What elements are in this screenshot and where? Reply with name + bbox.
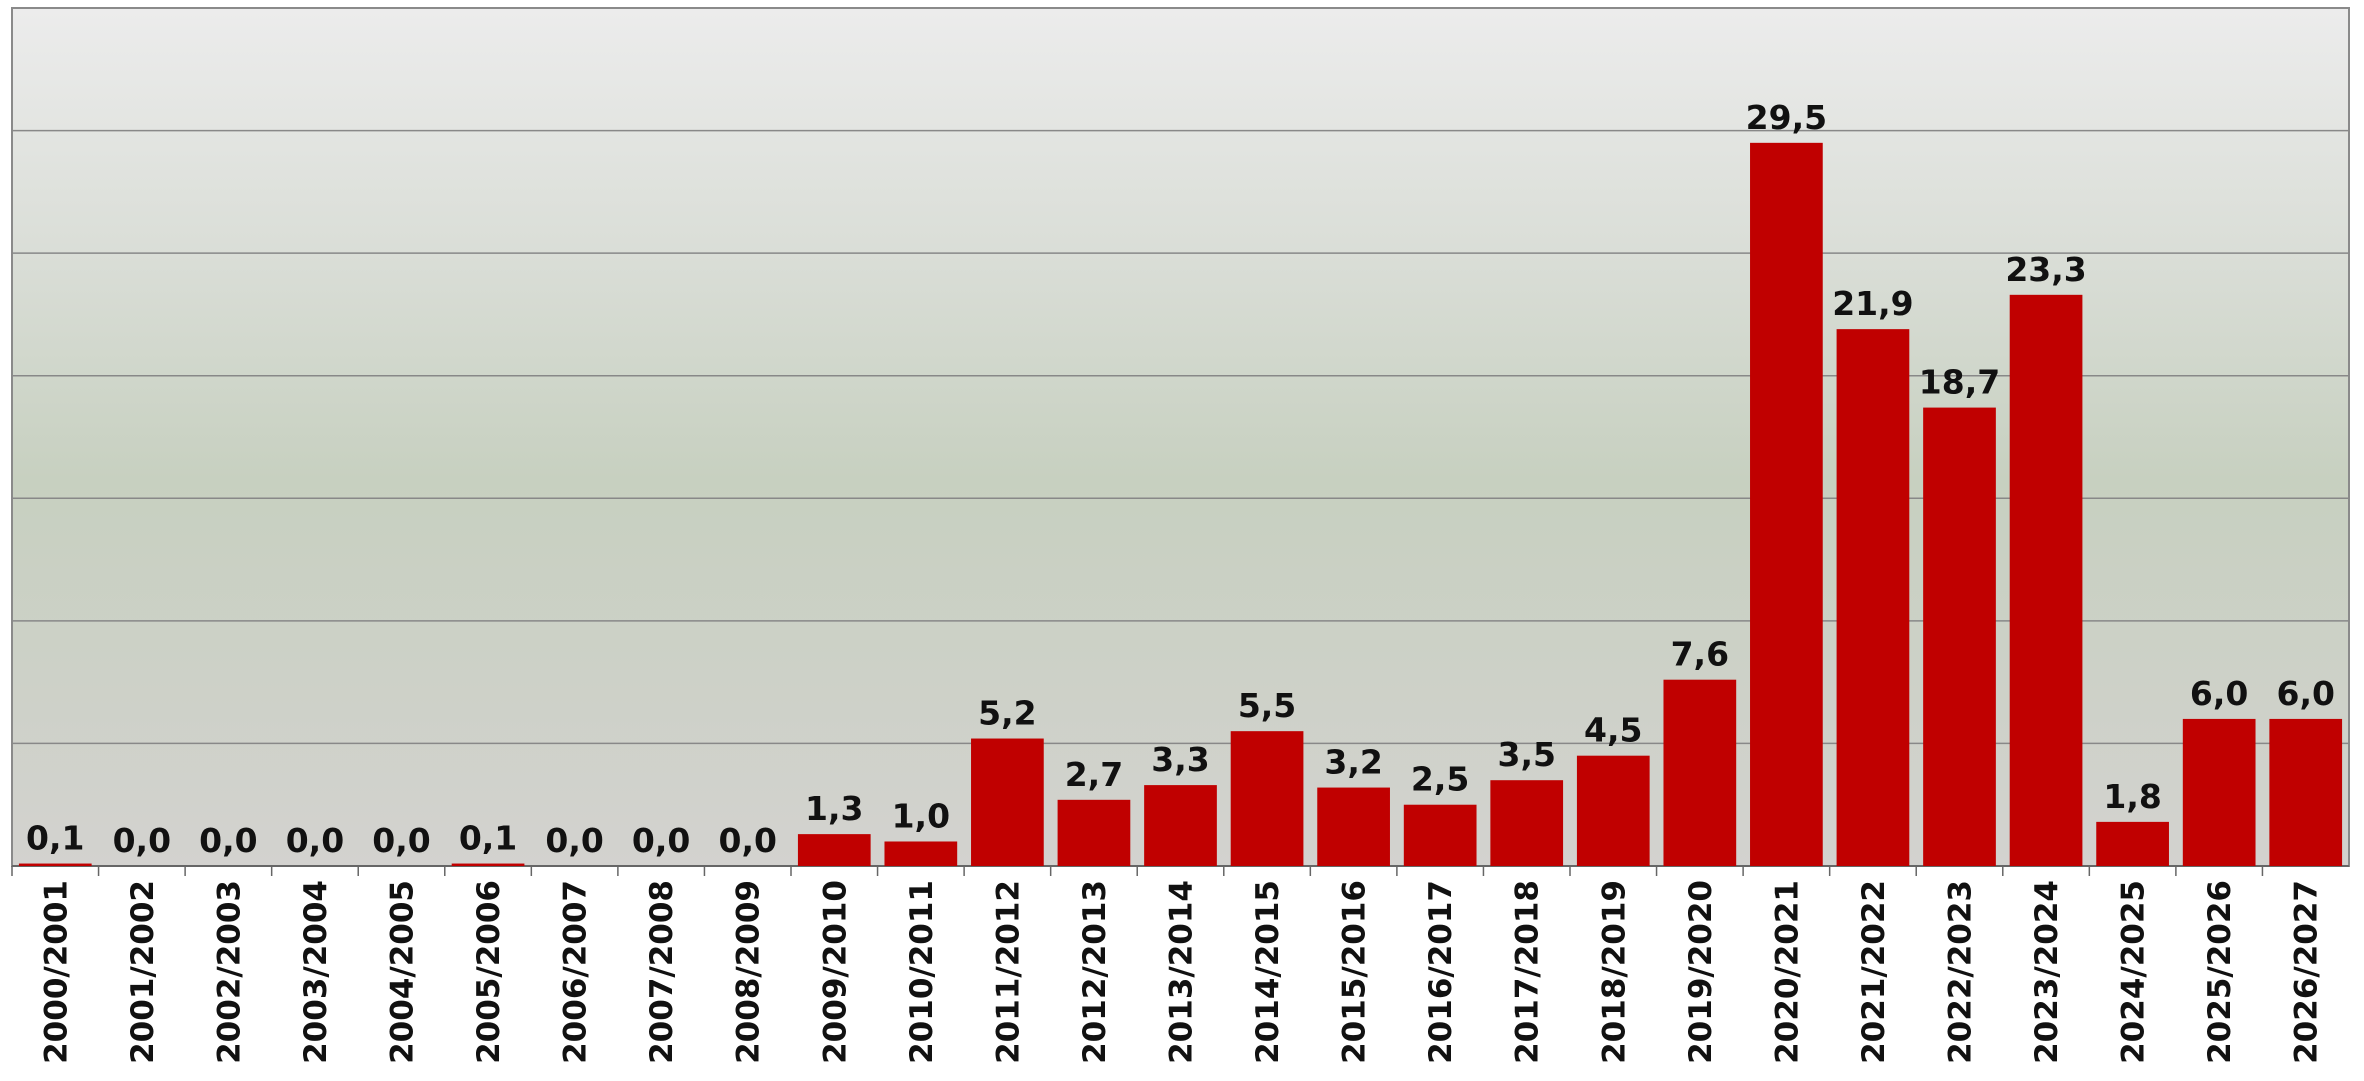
value-label: 23,3 — [2005, 250, 2086, 289]
x-tick-label: 2017/2018 — [1510, 880, 1546, 1064]
x-tick-label: 2016/2017 — [1423, 880, 1459, 1064]
value-label: 0,0 — [199, 821, 257, 860]
value-label: 1,8 — [2103, 777, 2161, 816]
x-tick-label: 2012/2013 — [1077, 880, 1113, 1064]
bar — [1403, 804, 1477, 866]
bar — [2009, 294, 2083, 866]
value-label: 3,3 — [1151, 740, 1209, 779]
x-tick-label: 2014/2015 — [1250, 880, 1286, 1064]
bar — [1490, 780, 1564, 866]
bar — [451, 863, 525, 866]
plot-background — [11, 7, 2350, 867]
value-label: 21,9 — [1832, 284, 1913, 323]
bar — [2096, 821, 2169, 866]
value-label: 5,5 — [1238, 686, 1296, 725]
bar — [1923, 407, 1996, 866]
value-label: 0,0 — [113, 821, 171, 860]
value-label: 6,0 — [2276, 674, 2334, 713]
value-label: 0,0 — [545, 821, 603, 860]
value-label: 0,0 — [372, 821, 430, 860]
value-label: 0,0 — [286, 821, 344, 860]
x-tick-label: 2009/2010 — [817, 880, 853, 1064]
x-tick-label: 2004/2005 — [385, 880, 421, 1064]
x-tick-label: 2002/2003 — [211, 880, 247, 1064]
value-label: 18,7 — [1919, 363, 2000, 402]
bar — [971, 738, 1044, 866]
bar — [1057, 799, 1131, 866]
x-tick-label: 2024/2025 — [2116, 880, 2152, 1064]
x-tick-label: 2007/2008 — [644, 880, 680, 1064]
bar — [1576, 755, 1650, 866]
x-tick-label: 2003/2004 — [298, 880, 334, 1064]
x-tick-label: 2015/2016 — [1337, 880, 1373, 1064]
bar — [1750, 142, 1823, 867]
x-tick-label: 2001/2002 — [125, 880, 161, 1064]
x-tick-label: 2022/2023 — [1943, 880, 1979, 1064]
bar — [1144, 785, 1217, 866]
x-tick-label: 2023/2024 — [2029, 880, 2065, 1064]
value-label: 3,2 — [1324, 743, 1382, 782]
value-label: 2,7 — [1065, 755, 1123, 794]
value-label: 3,5 — [1497, 735, 1555, 774]
value-label: 0,0 — [632, 821, 690, 860]
x-tick-label: 2011/2012 — [990, 880, 1026, 1064]
bar — [1836, 329, 1910, 866]
x-tick-label: 2005/2006 — [471, 880, 507, 1064]
x-tick-label: 2018/2019 — [1596, 880, 1632, 1064]
x-tick-label: 2010/2011 — [904, 880, 940, 1064]
value-label: 29,5 — [1746, 98, 1827, 137]
x-tick-label: 2020/2021 — [1769, 880, 1805, 1064]
bar — [1663, 679, 1737, 866]
value-label: 0,1 — [459, 819, 517, 858]
bar — [797, 834, 871, 866]
value-label: 0,1 — [26, 819, 84, 858]
bar — [18, 863, 92, 866]
value-label: 2,5 — [1411, 760, 1469, 799]
x-tick-label: 2025/2026 — [2202, 880, 2238, 1064]
x-tick-label: 2006/2007 — [558, 880, 594, 1064]
x-tick-label: 2000/2001 — [38, 880, 74, 1064]
bar — [884, 841, 958, 866]
x-tick-label: 2008/2009 — [731, 880, 767, 1064]
x-tick-label: 2019/2020 — [1683, 880, 1719, 1064]
x-tick-label: 2021/2022 — [1856, 880, 1892, 1064]
value-label: 5,2 — [978, 694, 1036, 733]
bar — [1230, 731, 1304, 866]
bar — [2182, 718, 2256, 866]
x-tick-label: 2013/2014 — [1164, 880, 1200, 1064]
value-label: 6,0 — [2190, 674, 2248, 713]
value-label: 1,3 — [805, 789, 863, 828]
value-label: 1,0 — [892, 796, 950, 835]
bar — [2269, 718, 2343, 866]
value-label: 0,0 — [718, 821, 776, 860]
x-tick-label: 2026/2027 — [2289, 880, 2325, 1064]
value-label: 4,5 — [1584, 711, 1642, 750]
value-label: 7,6 — [1671, 635, 1729, 674]
bar — [1317, 787, 1390, 866]
